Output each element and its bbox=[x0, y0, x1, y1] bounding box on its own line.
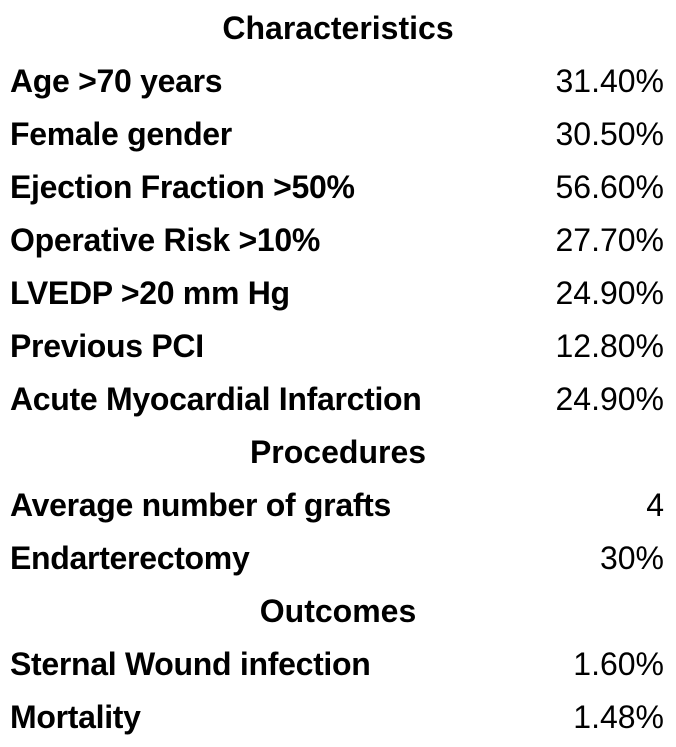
row-value: 27.70% bbox=[555, 222, 664, 258]
row-value: 1.48% bbox=[573, 699, 664, 735]
table-row: Age >70 years 31.40% bbox=[10, 61, 664, 101]
section-title-procedures: Procedures bbox=[249, 434, 427, 470]
row-label: LVEDP >20 mm Hg bbox=[10, 275, 290, 311]
row-label: Average number of grafts bbox=[10, 487, 392, 523]
section-title-characteristics: Characteristics bbox=[222, 10, 454, 46]
row-value: 1.60% bbox=[573, 646, 664, 682]
row-label: Mortality bbox=[10, 699, 141, 735]
row-value: 30.50% bbox=[555, 116, 664, 152]
table-row: Female gender 30.50% bbox=[10, 114, 664, 154]
row-label: Age >70 years bbox=[10, 63, 223, 99]
row-value: 56.60% bbox=[555, 169, 664, 205]
table-row: Ejection Fraction >50% 56.60% bbox=[10, 167, 664, 207]
row-label: Acute Myocardial Infarction bbox=[10, 381, 422, 417]
table-row: Endarterectomy 30% bbox=[10, 538, 664, 578]
row-value: 12.80% bbox=[555, 328, 664, 364]
table-row: Previous PCI 12.80% bbox=[10, 326, 664, 366]
row-value: 4 bbox=[646, 487, 664, 523]
row-label: Previous PCI bbox=[10, 328, 204, 364]
row-value: 24.90% bbox=[555, 275, 664, 311]
table-row: Acute Myocardial Infarction 24.90% bbox=[10, 379, 664, 419]
row-label: Operative Risk >10% bbox=[10, 222, 321, 258]
row-label: Endarterectomy bbox=[10, 540, 250, 576]
row-value: 24.90% bbox=[555, 381, 664, 417]
table-row: Operative Risk >10% 27.70% bbox=[10, 220, 664, 260]
row-value: 30% bbox=[599, 540, 664, 576]
table-row: Average number of grafts 4 bbox=[10, 485, 664, 525]
row-label: Sternal Wound infection bbox=[10, 646, 371, 682]
section-title-outcomes: Outcomes bbox=[259, 593, 417, 629]
row-label: Ejection Fraction >50% bbox=[10, 169, 355, 205]
table-row: LVEDP >20 mm Hg 24.90% bbox=[10, 273, 664, 313]
table-row: Sternal Wound infection 1.60% bbox=[10, 644, 664, 684]
row-label: Female gender bbox=[10, 116, 232, 152]
table-row: Mortality 1.48% bbox=[10, 697, 664, 737]
row-value: 31.40% bbox=[555, 63, 664, 99]
